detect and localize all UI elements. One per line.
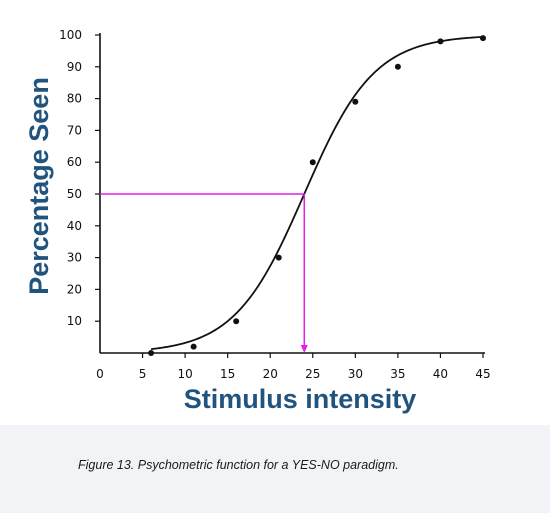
data-point — [480, 35, 486, 42]
threshold-arrowhead — [300, 345, 308, 353]
y-tick-label: 80 — [67, 92, 82, 106]
data-point — [275, 254, 282, 261]
x-tick-label: 35 — [390, 367, 405, 381]
y-tick-label: 70 — [67, 123, 82, 137]
x-axis-title: Stimulus intensity — [184, 384, 417, 414]
curve-layer — [150, 35, 484, 351]
x-tick-label: 15 — [220, 367, 235, 381]
y-tick-label: 90 — [67, 60, 82, 74]
data-point — [233, 318, 240, 325]
x-tick-label: 10 — [177, 367, 192, 381]
y-tick-label: 50 — [67, 187, 82, 201]
x-tick-label: 40 — [433, 367, 448, 381]
axes — [99, 33, 485, 354]
data-point — [148, 350, 155, 356]
y-tick-label: 10 — [67, 314, 82, 328]
y-tick-label: 100 — [59, 28, 82, 42]
caption-band — [0, 425, 550, 513]
data-point — [309, 159, 316, 166]
y-tick-label: 60 — [67, 155, 82, 169]
fitted-curve — [150, 35, 484, 351]
ticks: 10 20 30 40 50 60 70 80 90 100 0 5 10 15 20 25 30 35 40 45 — [59, 28, 491, 381]
data-point — [437, 38, 444, 45]
x-tick-label: 25 — [305, 367, 320, 381]
x-tick-label: 20 — [263, 367, 278, 381]
data-point — [394, 63, 401, 70]
data-point — [190, 343, 197, 350]
y-tick-label: 40 — [67, 219, 82, 233]
data-points — [148, 35, 486, 356]
y-tick-label: 20 — [67, 282, 82, 296]
x-tick-label: 0 — [96, 367, 104, 381]
data-point — [352, 98, 359, 105]
y-axis-title: Percentage Seen — [24, 77, 54, 295]
x-tick-label: 5 — [139, 367, 147, 381]
threshold-layer — [100, 193, 308, 353]
y-tick-label: 30 — [67, 251, 82, 265]
figure-caption: Figure 13. Psychometric function for a Y… — [78, 458, 399, 472]
x-tick-label: 30 — [348, 367, 363, 381]
x-tick-label: 45 — [475, 367, 490, 381]
